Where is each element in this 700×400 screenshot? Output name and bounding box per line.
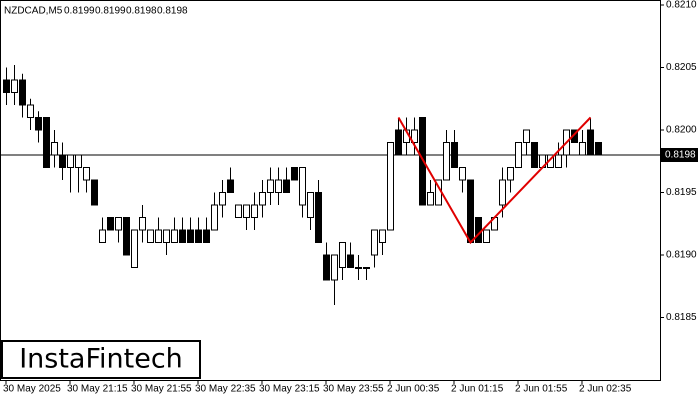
candle-body xyxy=(187,229,194,243)
x-tick-label: 2 Jun 00:35 xyxy=(387,384,440,395)
candle-body xyxy=(267,179,274,193)
candle-body xyxy=(339,242,346,268)
candle-body xyxy=(219,192,226,206)
candle-body xyxy=(291,167,298,181)
header-value: 0.8198 xyxy=(157,6,188,17)
candle-body xyxy=(11,79,18,93)
candle-body xyxy=(163,229,170,243)
candle-body xyxy=(243,204,250,218)
candle-body xyxy=(499,179,506,206)
x-tick-label: 30 May 21:55 xyxy=(131,384,192,395)
candle-body xyxy=(107,217,114,231)
candle-body xyxy=(227,179,234,193)
y-tick-label: 0.8190 xyxy=(666,250,697,261)
header-value: 0.8199 xyxy=(64,6,95,17)
candle-body xyxy=(331,254,338,281)
candle-body xyxy=(467,179,474,243)
candle-body xyxy=(515,142,522,168)
y-tick-label: 0.8205 xyxy=(666,62,697,73)
candle-body xyxy=(531,142,538,168)
candle-body xyxy=(27,104,34,118)
y-tick-label: 0.8210 xyxy=(666,0,697,11)
watermark-frame xyxy=(1,340,201,379)
chart-title: NZDCAD,M5 xyxy=(4,6,63,17)
candle-body xyxy=(323,254,330,281)
candle-body xyxy=(75,154,82,168)
pattern-line xyxy=(397,116,592,245)
x-tick-label: 2 Jun 01:55 xyxy=(515,384,568,395)
candle-body xyxy=(147,229,154,243)
header-value: 0.8199 xyxy=(95,6,126,17)
header-value: 0.8198 xyxy=(126,6,157,17)
x-tick-label: 2 Jun 02:35 xyxy=(579,384,632,395)
candle-body xyxy=(411,129,418,143)
candle-body xyxy=(99,229,106,243)
candle-body xyxy=(211,204,218,231)
candle-body xyxy=(379,229,386,243)
candle-body xyxy=(235,204,242,218)
candle-body xyxy=(579,142,586,156)
y-tick-label: 0.8185 xyxy=(666,312,697,323)
candle-body xyxy=(427,192,434,206)
bid-label: 0.8198 xyxy=(665,150,696,161)
candle-body xyxy=(451,142,458,168)
candle-body xyxy=(43,117,50,168)
x-tick-label: 30 May 23:15 xyxy=(259,384,320,395)
y-tick-label: 0.8200 xyxy=(666,125,697,136)
candle-body xyxy=(115,217,122,231)
candle-body xyxy=(275,179,282,193)
candle-body xyxy=(83,167,90,181)
watermark: InstaFintech xyxy=(19,344,183,375)
candle-body xyxy=(587,129,594,156)
candle-body xyxy=(371,229,378,256)
candle-body xyxy=(171,229,178,243)
candle-body xyxy=(315,192,322,243)
bid-label-box xyxy=(661,148,698,162)
x-tick-label: 30 May 21:15 xyxy=(67,384,128,395)
candle-body xyxy=(283,179,290,193)
candle-body xyxy=(555,154,562,168)
candle-body xyxy=(595,142,602,156)
watermark-box: InstaFintech xyxy=(1,340,201,379)
x-tick-label: 30 May 2025 xyxy=(3,384,61,395)
candle-body xyxy=(347,254,354,268)
candle-body xyxy=(507,167,514,181)
candle-body xyxy=(259,192,266,206)
candle-body xyxy=(67,154,74,168)
x-tick-label: 30 May 23:55 xyxy=(323,384,384,395)
candle-body xyxy=(419,117,426,206)
x-tick-label: 2 Jun 01:15 xyxy=(451,384,504,395)
candle-body xyxy=(523,129,530,143)
candle-body xyxy=(203,229,210,243)
candle-body xyxy=(195,229,202,243)
candle-body xyxy=(155,229,162,243)
candle-body xyxy=(139,217,146,231)
candle-body xyxy=(363,267,370,269)
candle-body xyxy=(59,154,66,168)
candle-body xyxy=(483,229,490,243)
candle-body xyxy=(3,79,10,93)
x-tick-label: 30 May 22:35 xyxy=(195,384,256,395)
candle-body xyxy=(131,229,138,268)
candle-body xyxy=(179,229,186,243)
candle-body xyxy=(299,167,306,206)
y-tick-label: 0.8195 xyxy=(666,187,697,198)
candle-body xyxy=(355,267,362,269)
candle-body xyxy=(395,129,402,156)
candle-body xyxy=(251,204,258,218)
candle-body xyxy=(19,79,26,106)
candle-body xyxy=(51,142,58,156)
candle-body xyxy=(443,142,450,181)
candle-body xyxy=(307,192,314,218)
candle-body xyxy=(35,117,42,131)
candle-body xyxy=(459,167,466,181)
plot-frame xyxy=(0,0,661,381)
candle-body xyxy=(475,217,482,243)
candle-body xyxy=(387,142,394,231)
candle-body xyxy=(123,217,130,256)
candle-body xyxy=(91,179,98,206)
